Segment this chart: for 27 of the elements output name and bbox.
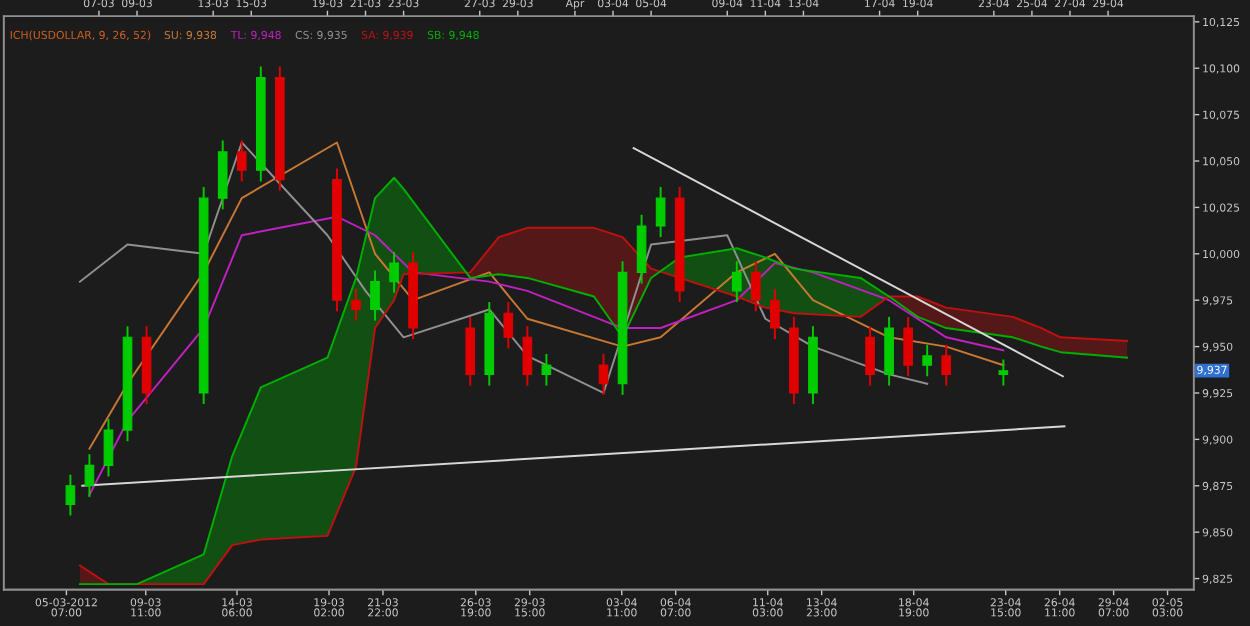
candlestick [522,325,533,387]
candlestick [217,139,228,211]
candlestick [941,343,952,387]
candlestick [655,186,666,239]
candlestick [65,473,76,517]
line-series [78,141,929,394]
line-series [88,215,1005,497]
candlestick [998,358,1009,387]
candlestick [84,453,95,498]
candlestick [389,250,399,294]
candlestick [770,288,780,341]
candlestick [750,260,761,313]
candlestick [103,418,114,478]
candlestick [598,353,609,396]
candlestick [351,288,361,322]
candlestick [865,325,875,387]
candlestick [465,315,476,387]
candlestick [922,343,933,378]
candlestick [903,315,913,378]
candlestick [503,301,514,350]
line-series [88,141,1005,450]
candlestick [370,269,380,322]
candlestick [236,139,247,183]
candlestick [884,315,894,387]
candlestick [541,353,552,387]
candlestick [731,260,742,304]
candlestick [636,213,647,285]
